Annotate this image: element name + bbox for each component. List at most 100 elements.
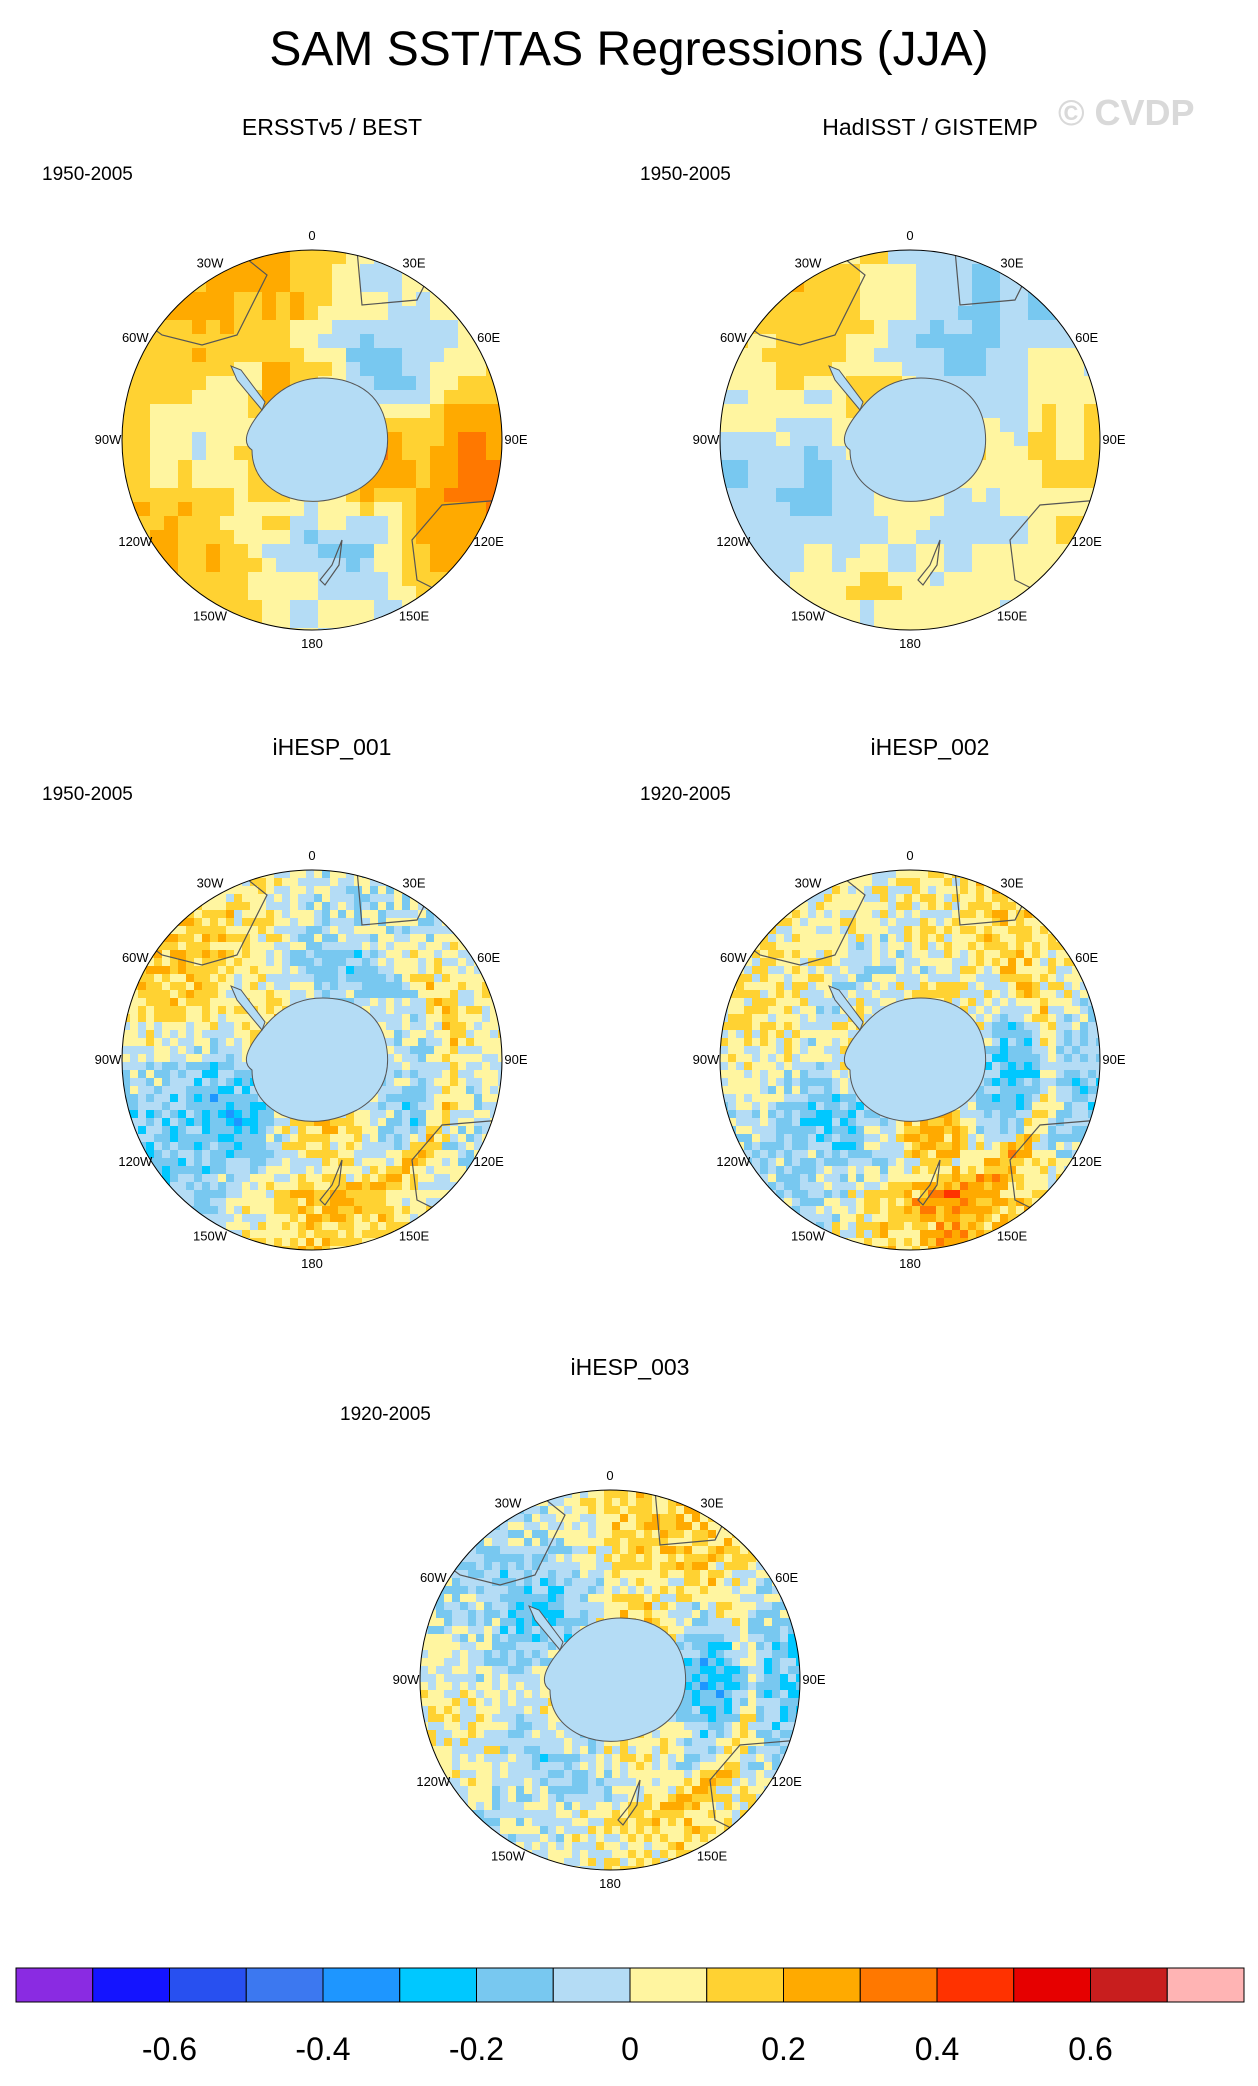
- map-border: [121, 249, 503, 631]
- polar-stereographic-map: 0 30E 60E 90E 120E 150E 180 150W 120W 90W 60W 30W: [693, 848, 1126, 1271]
- longitude-label: 120E: [1071, 534, 1102, 549]
- colorbar-swatch: [92, 1967, 170, 2003]
- longitude-label: 30W: [795, 875, 822, 890]
- colorbar-swatch: [1166, 1967, 1245, 2003]
- colorbar-tick-label: -0.2: [449, 2031, 504, 2067]
- new-zealand-coastline: [917, 539, 941, 586]
- colorbar-swatch: [15, 1967, 94, 2003]
- longitude-label: 120W: [118, 534, 153, 549]
- antarctic-peninsula: [828, 365, 864, 411]
- longitude-label: 150W: [193, 1229, 228, 1244]
- colorbar-swatch: [1013, 1967, 1091, 2003]
- panel-title: iHESP_002: [870, 734, 990, 760]
- antarctica-landmass: [245, 997, 389, 1122]
- antarctic-peninsula: [528, 1605, 564, 1651]
- longitude-label: 180: [301, 1256, 323, 1271]
- panel-period: 1920-2005: [640, 784, 731, 805]
- longitude-label: 90E: [1102, 432, 1125, 447]
- colorbar-swatch: [552, 1967, 631, 2003]
- antarctica-landmass: [245, 377, 389, 502]
- polar-stereographic-map: 0 30E 60E 90E 120E 150E 180 150W 120W 90W 60W 30W: [393, 1468, 826, 1891]
- longitude-label: 150E: [997, 609, 1028, 624]
- longitude-label: 60E: [1075, 950, 1098, 965]
- longitude-label: 60W: [720, 950, 747, 965]
- panel-period: 1950-2005: [640, 164, 731, 185]
- panel-period: 1920-2005: [340, 1404, 431, 1425]
- polar-stereographic-map: 0 30E 60E 90E 120E 150E 180 150W 120W 90W 60W 30W: [95, 228, 528, 651]
- longitude-label: 30W: [495, 1495, 522, 1510]
- longitude-label: 120W: [716, 534, 751, 549]
- colorbar-tick-label: -0.4: [295, 2031, 350, 2067]
- longitude-label: 90W: [95, 1052, 122, 1067]
- panel-title: HadISST / GISTEMP: [822, 114, 1038, 140]
- polar-stereographic-map: 0 30E 60E 90E 120E 150E 180 150W 120W 90W 60W 30W: [693, 228, 1126, 651]
- longitude-label: 30E: [402, 255, 425, 270]
- longitude-label: 180: [899, 1256, 921, 1271]
- longitude-label: 0: [308, 228, 315, 243]
- colorbar-tick-label: 0: [621, 2031, 639, 2067]
- longitude-label: 150E: [399, 1229, 430, 1244]
- map-panel-ihesp-001: iHESP_001 1950-2005 0 30E 60E 90E 120E 150E 18…: [32, 734, 632, 1344]
- longitude-label: 90W: [693, 1052, 720, 1067]
- longitude-label: 180: [899, 636, 921, 651]
- cvdp-watermark: © CVDP: [1058, 92, 1195, 133]
- map-panel-hadisst-gistemp: HadISST / GISTEMP 1950-2005 0 30E 60E 90E 12…: [630, 114, 1230, 724]
- colorbar-swatch: [859, 1967, 938, 2003]
- longitude-label: 120W: [118, 1154, 153, 1169]
- longitude-label: 120E: [771, 1774, 802, 1789]
- antarctica-landmass: [843, 997, 987, 1122]
- antarctic-peninsula: [828, 985, 864, 1031]
- longitude-label: 90E: [504, 1052, 527, 1067]
- longitude-label: 150E: [697, 1849, 728, 1864]
- panel-title: iHESP_003: [570, 1354, 690, 1380]
- panel-period: 1950-2005: [42, 784, 133, 805]
- map-panel-ihesp-002: iHESP_002 1920-2005 0 30E 60E 90E 120E 150E 18…: [630, 734, 1230, 1344]
- longitude-label: 0: [906, 848, 913, 863]
- longitude-label: 60E: [1075, 330, 1098, 345]
- longitude-label: 60W: [420, 1570, 447, 1585]
- panel-period: 1950-2005: [42, 164, 133, 185]
- colorbar-swatch: [399, 1967, 477, 2003]
- map-border: [419, 1489, 801, 1871]
- longitude-label: 90W: [393, 1672, 420, 1687]
- longitude-label: 60E: [477, 330, 500, 345]
- longitude-label: 30E: [1000, 255, 1023, 270]
- longitude-label: 90E: [504, 432, 527, 447]
- longitude-label: 60W: [122, 950, 149, 965]
- longitude-label: 120E: [473, 534, 504, 549]
- colorbar-tick-label: -0.6: [142, 2031, 197, 2067]
- longitude-label: 180: [301, 636, 323, 651]
- longitude-label: 90E: [1102, 1052, 1125, 1067]
- longitude-label: 150W: [193, 609, 228, 624]
- longitude-label: 30E: [402, 875, 425, 890]
- longitude-label: 150E: [997, 1229, 1028, 1244]
- new-zealand-coastline: [917, 1159, 941, 1206]
- colorbar-tick-label: 0.6: [1068, 2031, 1112, 2067]
- longitude-label: 60E: [775, 1570, 798, 1585]
- longitude-label: 90E: [802, 1672, 825, 1687]
- antarctic-peninsula: [230, 365, 266, 411]
- regression-field: [720, 250, 1100, 630]
- new-zealand-coastline: [319, 1159, 343, 1206]
- longitude-label: 60E: [477, 950, 500, 965]
- map-border: [121, 869, 503, 1251]
- longitude-label: 30W: [197, 875, 224, 890]
- longitude-label: 30E: [700, 1495, 723, 1510]
- new-zealand-coastline: [617, 1779, 641, 1826]
- colorbar-swatch: [936, 1967, 1015, 2003]
- longitude-label: 0: [308, 848, 315, 863]
- colorbar-swatch: [1090, 1967, 1168, 2003]
- colorbar-swatch: [169, 1967, 247, 2003]
- colorbar-tick-label: 0.4: [915, 2031, 959, 2067]
- regression-field: [122, 870, 502, 1250]
- figure-title: SAM SST/TAS Regressions (JJA): [269, 23, 989, 76]
- longitude-label: 150W: [791, 1229, 826, 1244]
- longitude-label: 30W: [795, 255, 822, 270]
- colorbar-swatch: [476, 1967, 554, 2003]
- map-panel-ersstv5-best: ERSSTv5 / BEST 1950-2005 0 30E 60E 90E 120E 1…: [32, 114, 632, 724]
- colorbar-swatch: [706, 1967, 784, 2003]
- longitude-label: 150W: [491, 1849, 526, 1864]
- panel-title: ERSSTv5 / BEST: [241, 114, 423, 140]
- longitude-label: 120W: [416, 1774, 451, 1789]
- map-panel-ihesp-003: iHESP_003 1920-2005 0 30E 60E 90E 120E 150E 18…: [330, 1354, 930, 1964]
